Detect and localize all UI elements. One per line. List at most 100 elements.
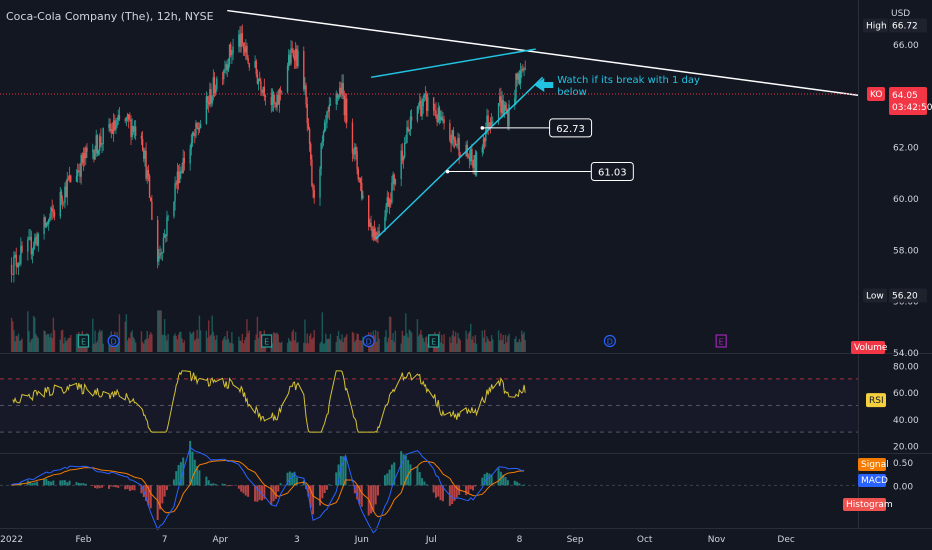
- volume-bar: [500, 333, 502, 352]
- candle-body: [337, 96, 340, 98]
- macd-histogram-bar: [386, 473, 389, 486]
- volume-bar: [507, 336, 509, 352]
- macd-histogram-bar: [230, 485, 233, 487]
- candle-body: [37, 233, 39, 246]
- volume-bar: [60, 330, 63, 352]
- macd-legend-1: MACD: [858, 474, 888, 487]
- volume-bar: [95, 342, 97, 352]
- candle-body: [322, 131, 325, 142]
- volume-bar: [246, 319, 248, 352]
- volume-bar: [198, 315, 201, 352]
- macd-histogram-bar: [516, 481, 519, 486]
- macd-histogram-bar: [328, 484, 331, 486]
- macd-histogram-bar: [383, 475, 386, 486]
- candle-body: [130, 119, 132, 137]
- candle-body: [231, 53, 233, 56]
- dividend-marker-icon: [603, 334, 616, 348]
- candle-body: [70, 175, 72, 182]
- volume-bar: [344, 336, 347, 352]
- volume-bar: [286, 342, 289, 352]
- macd-histogram-bar: [513, 480, 516, 486]
- candle-body: [96, 135, 99, 154]
- macd-histogram-bar: [80, 483, 83, 486]
- volume-bar: [243, 339, 246, 352]
- candle-body: [46, 223, 49, 225]
- candle-body: [421, 106, 423, 117]
- volume-bar: [303, 342, 305, 352]
- macd-histogram-bar: [149, 485, 152, 509]
- candle-body: [115, 125, 117, 130]
- volume-bar: [274, 333, 276, 352]
- level-label-text: 61.03: [598, 168, 627, 179]
- candle-body: [311, 159, 313, 186]
- candle-body: [59, 191, 61, 217]
- candle-body: [262, 86, 264, 93]
- candle-body: [502, 99, 504, 115]
- candle-body: [441, 116, 443, 121]
- volume-bar: [36, 336, 38, 352]
- time-tick-label: Sep: [567, 535, 584, 545]
- volume-bar: [487, 338, 489, 352]
- volume-bar: [190, 333, 193, 352]
- candle-body: [458, 138, 460, 157]
- currency-label: USD: [891, 9, 910, 19]
- macd-histogram-bar: [31, 482, 34, 486]
- time-tick-label: Jun: [354, 535, 369, 545]
- macd-histogram-bar: [279, 483, 282, 486]
- candle-body: [403, 143, 406, 157]
- candle-body: [117, 115, 119, 121]
- candle-body: [174, 183, 176, 202]
- candle-body: [126, 114, 129, 118]
- volume-bar: [501, 339, 503, 352]
- candle-body: [453, 138, 456, 141]
- volume-bar: [19, 340, 21, 352]
- volume-bar: [66, 339, 68, 352]
- level-anchor-dot: [480, 126, 485, 130]
- volume-label-text: Volume: [854, 343, 888, 353]
- candle-body: [129, 119, 131, 121]
- volume-bar: [64, 337, 66, 352]
- macd-histogram-bar: [91, 485, 94, 486]
- volume-bar: [32, 315, 35, 352]
- marker-letter: D: [111, 338, 117, 347]
- volume-bar: [515, 336, 517, 352]
- candle-body: [47, 219, 50, 225]
- macd-histogram-bar: [131, 485, 134, 491]
- volume-bar: [519, 342, 522, 352]
- candle-body: [519, 70, 522, 84]
- candle-body: [378, 230, 380, 235]
- candle-body: [167, 216, 169, 218]
- time-tick-label: 3: [294, 535, 300, 545]
- marker-letter: E: [719, 338, 724, 347]
- volume-bar: [492, 339, 494, 352]
- volume-bar: [483, 329, 486, 352]
- candle-body: [473, 154, 475, 168]
- volume-bar: [356, 333, 358, 352]
- candle-body: [489, 122, 492, 126]
- macd-histogram-bar: [518, 483, 521, 486]
- volume-bar: [12, 321, 14, 352]
- candle-body: [310, 143, 312, 160]
- macd-tick-label: 0.00: [893, 482, 913, 492]
- candle-body: [145, 150, 147, 179]
- macd-histogram-bar: [451, 485, 454, 505]
- low-value-tag: 56.20: [889, 288, 927, 303]
- macd-histogram-bar: [172, 479, 175, 486]
- candle-body: [392, 174, 394, 183]
- volume-bar: [96, 340, 99, 352]
- marker-letter: D: [366, 338, 372, 347]
- volume-bar: [101, 330, 103, 352]
- macd-histogram-bar: [244, 485, 247, 496]
- macd-histogram-bar: [465, 485, 468, 496]
- candle-body: [224, 69, 226, 71]
- volume-bar: [255, 334, 257, 352]
- macd-legend-1-bg: [858, 474, 886, 487]
- candle-body: [197, 127, 199, 130]
- volume-bar: [289, 340, 291, 352]
- macd-histogram-bar: [156, 485, 159, 520]
- candle-body: [523, 68, 525, 71]
- macd-histogram-bar: [434, 485, 437, 498]
- earnings-marker-icon: [715, 334, 727, 348]
- candle-body: [76, 170, 79, 177]
